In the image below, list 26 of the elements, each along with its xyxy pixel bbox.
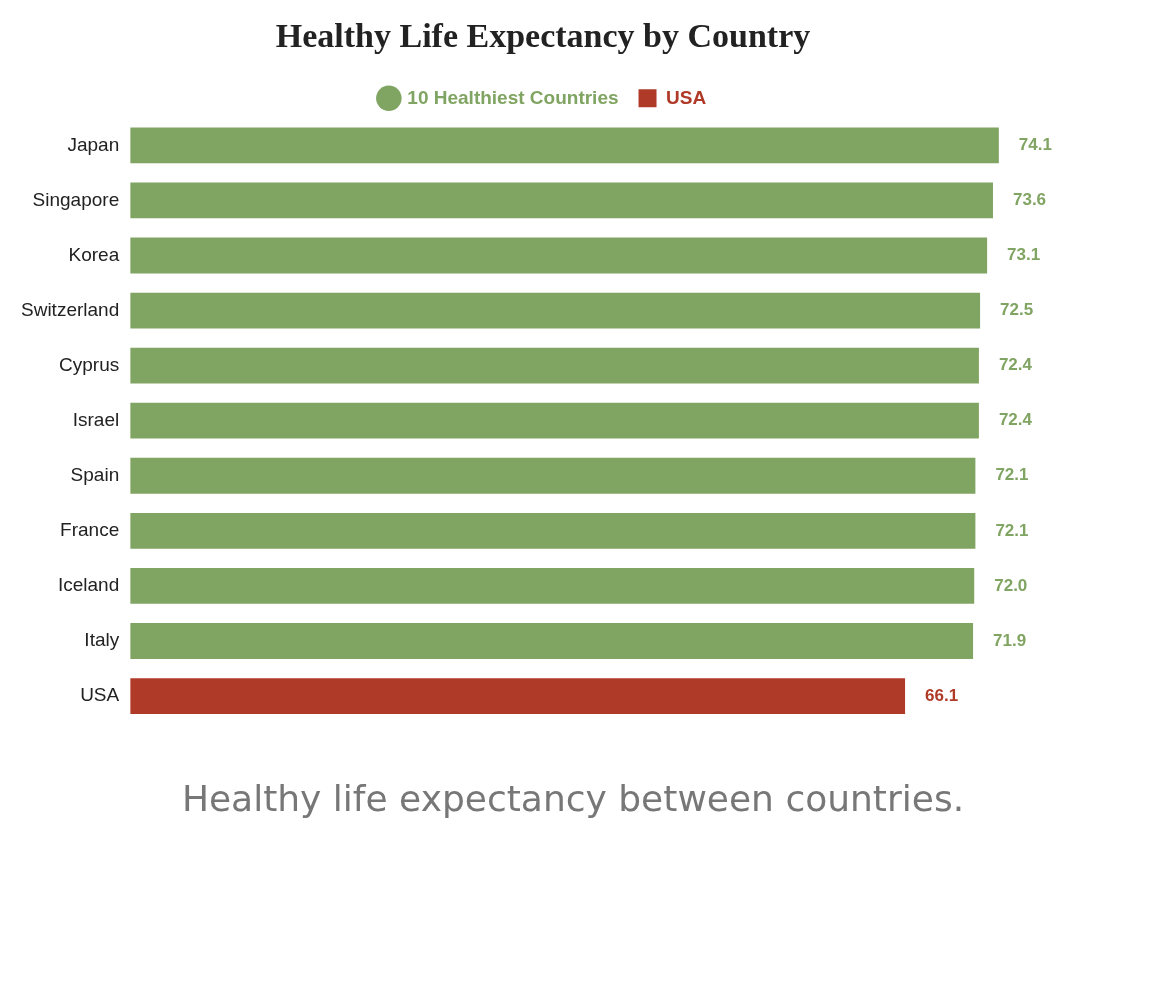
data-label: 72.4: [998, 410, 1033, 430]
data-label: 72.1: [995, 520, 1029, 540]
y-tick-label: Japan: [67, 133, 120, 155]
y-tick-label: Cyprus: [59, 353, 120, 375]
text: Healthy life expectancy between countries.: [180, 778, 966, 819]
y-tick-label: Switzerland: [20, 298, 120, 320]
y-tick-label: Italy: [84, 629, 120, 651]
y-tick-label: Israel: [72, 408, 120, 430]
data-label: 71.9: [993, 630, 1027, 650]
legend-label: 10 Healthiest Countries: [407, 86, 619, 108]
y-tick-label: Spain: [70, 464, 120, 486]
data-label: 72.4: [998, 355, 1033, 375]
y-tick-label: USA: [80, 684, 120, 706]
data-label: 72.0: [994, 575, 1028, 595]
data-label: 72.1: [995, 465, 1029, 485]
y-tick-label: Iceland: [57, 574, 120, 596]
data-label: 73.1: [1007, 245, 1041, 265]
data-label: 66.1: [925, 685, 959, 705]
y-tick-label: Singapore: [32, 188, 120, 210]
legend-label: USA: [666, 86, 707, 108]
data-label: 73.6: [1012, 190, 1047, 210]
y-tick-label: Korea: [68, 243, 120, 265]
chart-title: Healthy Life Expectancy by Country: [275, 17, 811, 55]
data-label: 72.5: [1000, 300, 1034, 320]
data-label: 74.1: [1018, 135, 1052, 155]
y-tick-label: France: [60, 519, 120, 541]
